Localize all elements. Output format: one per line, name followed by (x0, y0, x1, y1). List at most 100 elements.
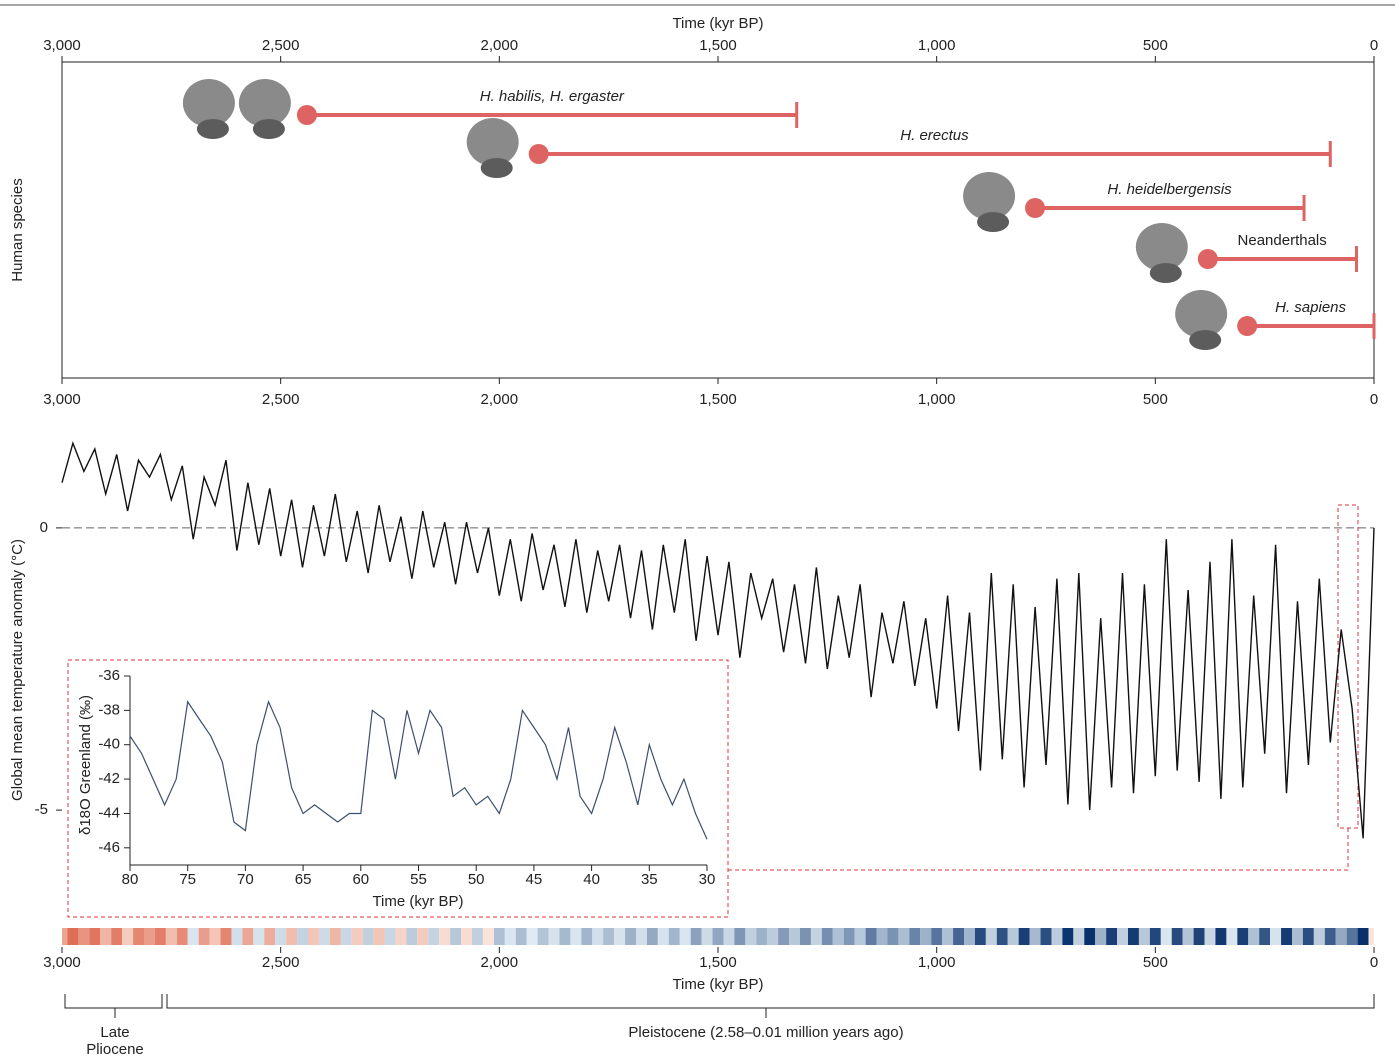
color-stripe (537, 928, 549, 945)
color-stripe (493, 928, 505, 945)
epoch-bracket (166, 994, 1375, 1009)
color-stripe (832, 928, 844, 945)
x-tick-label: 3,000 (43, 391, 81, 408)
color-stripe (1051, 928, 1063, 945)
color-stripe (67, 928, 79, 945)
color-stripe (373, 928, 385, 945)
x-tick-label: 40 (583, 871, 600, 888)
color-stripe (62, 928, 68, 945)
color-stripe (417, 928, 429, 945)
color-stripe (876, 928, 888, 945)
color-stripe (406, 928, 418, 945)
x-tick-label: 2,000 (481, 391, 519, 408)
y-tick-label: -5 (35, 801, 48, 818)
color-stripe (526, 928, 538, 945)
color-stripe (472, 928, 483, 945)
color-stripe (953, 928, 964, 945)
skull-image (977, 212, 1010, 232)
color-stripe (592, 928, 604, 945)
x-axis-title: Time (kyr BP) (672, 976, 763, 993)
color-stripe (187, 928, 199, 945)
skull-image (1149, 263, 1182, 283)
species-label: Neanderthals (1238, 232, 1327, 249)
color-stripe (559, 928, 571, 945)
color-stripe (920, 928, 932, 945)
x-tick-label: 3,000 (43, 37, 81, 54)
color-stripe (570, 928, 582, 945)
color-stripe (297, 928, 308, 945)
zoom-connector (728, 828, 1349, 871)
range-start (1025, 198, 1046, 218)
x-tick-label: 500 (1143, 954, 1168, 971)
color-stripe (133, 928, 144, 945)
color-stripe (1106, 928, 1118, 945)
color-stripe (1281, 928, 1292, 945)
x-tick-label: 30 (699, 871, 716, 888)
y-axis-title: Human species (9, 178, 26, 281)
color-stripe (362, 928, 374, 945)
color-stripe (1095, 928, 1107, 945)
color-stripe (1128, 928, 1139, 945)
x-tick-label: 80 (122, 871, 139, 888)
species-label: H. sapiens (1275, 299, 1346, 316)
color-stripe (614, 928, 626, 945)
skull-image (238, 79, 291, 127)
y-tick-label: -42 (98, 770, 120, 787)
color-stripe (548, 928, 560, 945)
y-tick-label: 0 (40, 519, 48, 536)
x-axis-title: Time (kyr BP) (372, 893, 463, 910)
color-stripe (1259, 928, 1271, 945)
color-stripe (909, 928, 921, 945)
color-stripe (253, 928, 265, 945)
range-start (528, 144, 549, 164)
y-tick-label: -36 (98, 667, 120, 684)
color-stripe (1007, 928, 1019, 945)
color-stripe (734, 928, 746, 945)
color-stripe (789, 928, 800, 945)
color-stripe (931, 928, 943, 945)
color-stripe (318, 928, 330, 945)
zoom-box (1337, 504, 1359, 829)
skull-image (1135, 223, 1188, 271)
color-stripe (1040, 928, 1052, 945)
x-tick-label: 3,000 (43, 954, 81, 971)
color-stripe (800, 928, 811, 945)
color-stripe (756, 928, 768, 945)
color-stripe (985, 928, 997, 945)
skull-image (1189, 330, 1222, 350)
x-tick-label: 2,500 (262, 391, 300, 408)
color-stripe (690, 928, 702, 945)
color-stripe (778, 928, 790, 945)
color-stripe (701, 928, 713, 945)
skull-image (480, 158, 513, 178)
color-stripe (89, 928, 101, 945)
color-stripe (275, 928, 287, 945)
x-tick-label: 45 (526, 871, 543, 888)
x-tick-label: 70 (237, 871, 254, 888)
color-stripe (1193, 928, 1205, 945)
color-stripe (898, 928, 910, 945)
y-axis-title: Global mean temperature anomaly (°C) (9, 539, 26, 801)
color-stripe (843, 928, 855, 945)
range-start (296, 105, 317, 125)
color-stripe (865, 928, 877, 945)
color-stripe (1237, 928, 1249, 945)
x-tick-label: 35 (641, 871, 658, 888)
species-label: H. habilis, H. ergaster (480, 88, 625, 105)
skull-image (182, 79, 235, 127)
color-stripe (144, 928, 155, 945)
y-tick-label: -44 (98, 804, 120, 821)
skull-image (196, 119, 229, 139)
color-stripe (1226, 928, 1238, 945)
color-stripe (308, 928, 319, 945)
color-stripe (810, 928, 822, 945)
color-stripe (964, 928, 975, 945)
color-stripe (122, 928, 134, 945)
color-stripe (657, 928, 669, 945)
range-start (1197, 249, 1218, 269)
x-tick-label: 500 (1143, 391, 1168, 408)
color-stripe (636, 928, 647, 945)
color-stripe (1138, 928, 1150, 945)
color-stripe (78, 928, 90, 945)
x-tick-label: 1,500 (699, 954, 737, 971)
